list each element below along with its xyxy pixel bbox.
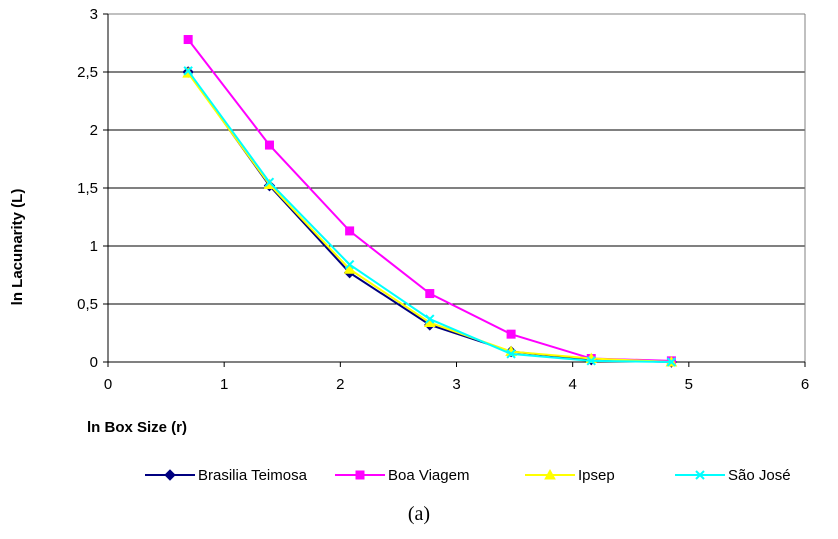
data-point: [264, 140, 274, 150]
data-point: [666, 357, 677, 367]
y-tick-label: 2: [90, 122, 98, 139]
marker-stroke: [264, 177, 275, 187]
marker-stroke: [425, 314, 435, 324]
x-tick-label: 0: [104, 376, 112, 393]
marker-stroke: [183, 66, 193, 76]
data-point: [183, 66, 193, 76]
data-point: [345, 226, 355, 236]
x-tick-label: 1: [220, 376, 228, 393]
legend-item: Brasilia Teimosa: [145, 467, 308, 484]
legend-label: Brasilia Teimosa: [198, 467, 308, 484]
y-tick-label: 0: [90, 354, 98, 371]
marker-stroke: [344, 259, 355, 270]
legend: Brasilia Teimosa Boa Viagem Ipsep São José: [145, 467, 791, 484]
legend-label: São José: [728, 467, 791, 484]
marker-stroke: [506, 349, 516, 359]
data-point: [586, 356, 596, 366]
y-tick-label: 2,5: [77, 64, 98, 81]
legend-item: Boa Viagem: [335, 467, 469, 484]
x-tick-label: 5: [685, 376, 693, 393]
tick-labels: 0 0,5 1 1,5 2 2,5 3 0 1 2 3 4 5 6: [77, 6, 809, 393]
legend-marker: [544, 468, 556, 480]
legend-label: Boa Viagem: [388, 467, 469, 484]
x-tick-label: 3: [452, 376, 460, 393]
y-tick-label: 1: [90, 238, 98, 255]
data-point: [183, 35, 193, 45]
legend-marker: [695, 470, 705, 480]
data-point: [344, 259, 355, 270]
series-ipsep: [182, 67, 678, 367]
data-point: [506, 349, 516, 359]
x-tick-label: 4: [568, 376, 576, 393]
y-tick-label: 3: [90, 6, 98, 23]
legend-marker: [355, 470, 365, 480]
data-point: [343, 263, 356, 274]
marker-stroke: [666, 357, 677, 367]
gridlines: [108, 13, 805, 305]
series-s-o-jos-: [183, 66, 677, 367]
x-tick-label: 6: [801, 376, 809, 393]
y-tick-label: 0,5: [77, 296, 98, 313]
marker-stroke: [695, 470, 705, 480]
x-tick-label: 2: [336, 376, 344, 393]
legend-marker: [164, 469, 176, 481]
series-line: [187, 38, 672, 362]
data-series: [182, 35, 678, 368]
data-point: [425, 314, 435, 324]
x-axis-title: ln Box Size (r): [87, 419, 187, 436]
legend-label: Ipsep: [578, 467, 615, 484]
y-axis-title: ln Lacunarity (L): [9, 189, 26, 306]
legend-item: São José: [675, 467, 791, 484]
data-point: [425, 289, 435, 299]
marker-stroke: [586, 356, 596, 366]
axes: [103, 13, 806, 367]
legend-item: Ipsep: [525, 467, 615, 484]
figure-caption: (a): [408, 503, 430, 525]
y-tick-label: 1,5: [77, 180, 98, 197]
series-boa-viagem: [183, 35, 676, 366]
data-point: [264, 177, 275, 187]
data-point: [506, 329, 516, 339]
